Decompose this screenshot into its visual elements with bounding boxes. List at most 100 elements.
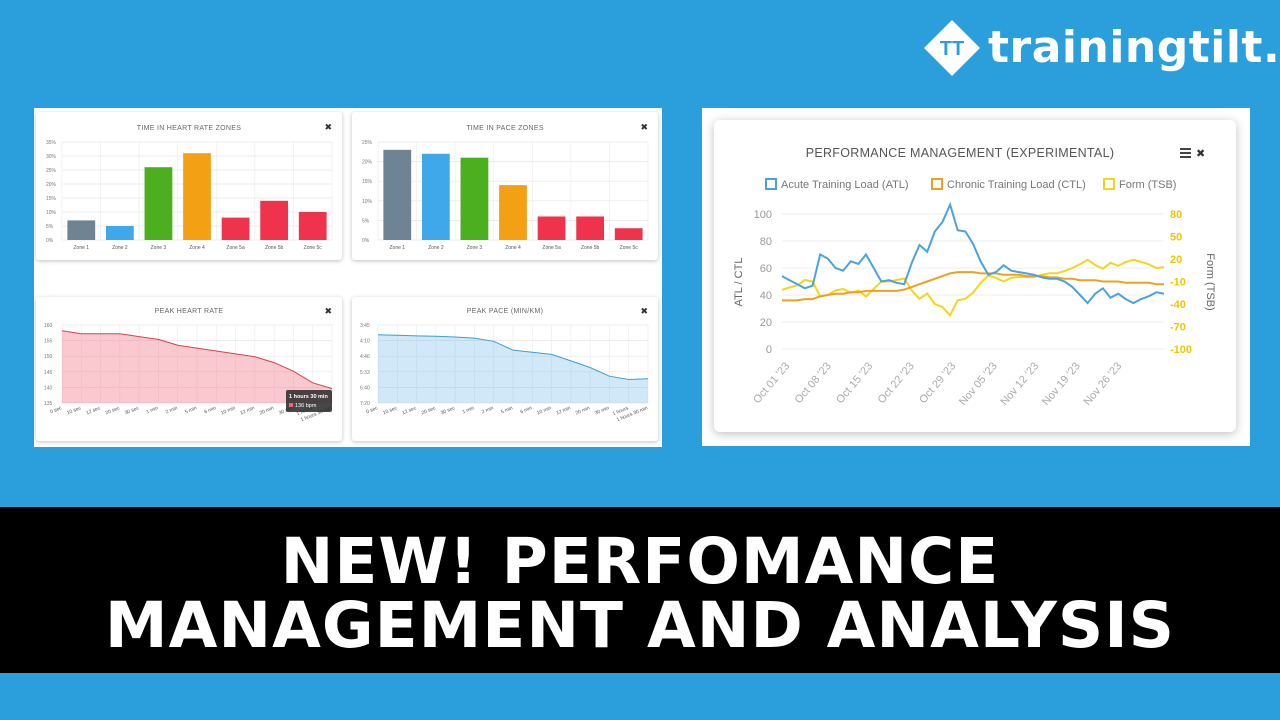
area-fill: [62, 330, 332, 403]
y-tick-label: 4:10: [360, 339, 370, 345]
x-tick-label: Zone 1: [389, 245, 405, 251]
x-tick-label: Nov 26 '23: [1082, 360, 1125, 408]
y-tick-label: 0%: [46, 238, 54, 244]
chart-title: PERFORMANCE MANAGEMENT (EXPERIMENTAL): [806, 146, 1115, 160]
area-fill: [378, 334, 648, 403]
y-left-tick-label: 60: [760, 263, 772, 275]
y-tick-label: 6:40: [360, 385, 370, 391]
x-tick-label: Zone 3: [151, 245, 167, 251]
x-tick-label: Zone 4: [505, 245, 521, 251]
y-right-tick-label: 50: [1170, 232, 1182, 244]
expand-icon[interactable]: ✖: [324, 306, 332, 316]
hr-zones-title: TIME IN HEART RATE ZONES: [136, 125, 242, 132]
legend-label: Chronic Training Load (CTL): [947, 179, 1086, 191]
y-right-axis-title: Form (TSB): [1204, 253, 1216, 310]
svg-text:TT: TT: [940, 38, 964, 60]
bar: [221, 217, 250, 240]
atl-line: [781, 201, 1165, 305]
menu-bar: [1180, 152, 1191, 154]
series-line: [61, 330, 333, 390]
y-tick-label: 15%: [362, 179, 373, 185]
menu-bar: [1180, 156, 1191, 158]
y-tick-label: 15%: [46, 196, 57, 202]
bar: [614, 228, 643, 240]
bar: [499, 185, 527, 240]
x-tick-label: 10 sec: [66, 405, 82, 416]
y-tick-label: 20%: [46, 182, 57, 188]
headline-line-2: MANAGEMENT AND ANALYSIS: [104, 589, 1176, 662]
y-tick-label: 25%: [362, 140, 373, 146]
x-tick-label: Oct 22 '23: [876, 360, 917, 406]
x-tick-label: Nov 05 '23: [957, 360, 1000, 408]
performance-panel: PERFORMANCE MANAGEMENT (EXPERIMENTAL) ✖ Ac…: [702, 108, 1250, 446]
y-right-tick-label: -10: [1170, 277, 1186, 289]
x-tick-label: 20 sec: [105, 405, 121, 416]
hr-zones-card: TIME IN HEART RATE ZONES ✖ 35% 30% 25% 20% 1…: [36, 112, 342, 260]
y-tick-label: 150: [44, 354, 53, 360]
peak-pace-chart: 3:45 4:10 4:46 5:33 6:40 7:200 sec 10 sec 12 se…: [360, 323, 649, 423]
tooltip-value: 136 bpm: [295, 403, 317, 409]
tsb-line: [781, 258, 1165, 318]
x-tick-label: 5 min: [500, 405, 514, 415]
expand-icon[interactable]: ✖: [640, 306, 648, 316]
y-tick-label: 5%: [362, 218, 370, 224]
y-tick-label: 140: [44, 385, 53, 391]
y-right-tick-label: 20: [1170, 254, 1182, 266]
y-left-tick-label: 40: [760, 290, 772, 302]
x-tick-label: 10 min: [220, 405, 236, 416]
tooltip-box: [286, 390, 332, 412]
x-tick-label: 5 min: [184, 405, 198, 415]
headline-line-1: NEW! PERFOMANCE: [280, 525, 1000, 598]
pace-zones-title: TIME IN PACE ZONES: [466, 125, 544, 132]
x-tick-label: Zone 5b: [581, 245, 600, 251]
y-left-axis-title: ATL / CTL: [733, 258, 745, 307]
performance-card: PERFORMANCE MANAGEMENT (EXPERIMENTAL) ✖ Ac…: [714, 120, 1236, 432]
y-tick-label: 10%: [362, 199, 373, 205]
x-tick-label: Zone 3: [467, 245, 483, 251]
x-tick-label: Zone 5a: [542, 245, 561, 251]
y-right-tick-label: -40: [1170, 299, 1186, 311]
bar: [105, 226, 134, 240]
x-tick-label: Zone 5b: [265, 245, 284, 251]
y-tick-label: 5:33: [360, 370, 370, 376]
bar: [183, 153, 211, 240]
x-tick-label: 20 min: [575, 405, 591, 416]
y-left-tick-label: 0: [766, 344, 772, 356]
y-left-tick-label: 20: [760, 317, 772, 329]
x-tick-label: Zone 4: [189, 245, 205, 251]
y-tick-label: 135: [44, 401, 53, 407]
x-tick-label: Oct 08 '23: [793, 360, 834, 406]
y-tick-label: 4:46: [360, 354, 370, 360]
x-tick-label: 12 sec: [85, 405, 101, 416]
x-tick-label: 1 min: [462, 405, 476, 415]
y-tick-label: 0%: [362, 238, 370, 244]
logo-badge-icon: TT: [924, 20, 980, 76]
x-tick-label: 30 sec: [124, 405, 140, 416]
x-tick-label: 6 min: [203, 405, 217, 415]
menu-icon[interactable]: [1180, 148, 1191, 158]
x-tick-label: Nov 12 '23: [999, 360, 1042, 408]
x-tick-label: 30 sec: [440, 405, 456, 416]
peak-hr-card: PEAK HEART RATE ✖ 160 155 150 145 140 135 0 se…: [36, 297, 342, 441]
performance-chart: PERFORMANCE MANAGEMENT (EXPERIMENTAL) ✖ Ac…: [733, 146, 1216, 408]
ctl-line: [782, 271, 1164, 302]
expand-icon[interactable]: ✖: [640, 122, 648, 132]
x-tick-label: Zone 5a: [226, 245, 245, 251]
x-tick-label: 12 min: [239, 405, 255, 416]
tooltip-title: 1 hours 30 min: [289, 394, 328, 400]
legend-swatch: [931, 178, 943, 190]
bar: [260, 200, 289, 240]
y-left-tick-label: 80: [760, 236, 772, 248]
expand-icon[interactable]: ✖: [1196, 148, 1205, 160]
y-tick-label: 5%: [46, 224, 54, 230]
x-tick-label: 10 min: [536, 405, 552, 416]
y-left-tick-label: 100: [754, 209, 772, 221]
x-tick-label: 2 min: [481, 405, 495, 415]
x-tick-label: Zone 2: [428, 245, 444, 251]
y-tick-label: 160: [44, 323, 53, 329]
x-tick-label: Oct 01 '23: [751, 360, 792, 406]
peak-pace-title: PEAK PACE (MIN/KM): [466, 308, 544, 315]
hr-zones-chart: 35% 30% 25% 20% 15% 10% 5% 0% Zone 1 Zone 2 Zone 3…: [46, 140, 333, 251]
y-tick-label: 3:45: [360, 323, 370, 329]
expand-icon[interactable]: ✖: [324, 122, 332, 132]
